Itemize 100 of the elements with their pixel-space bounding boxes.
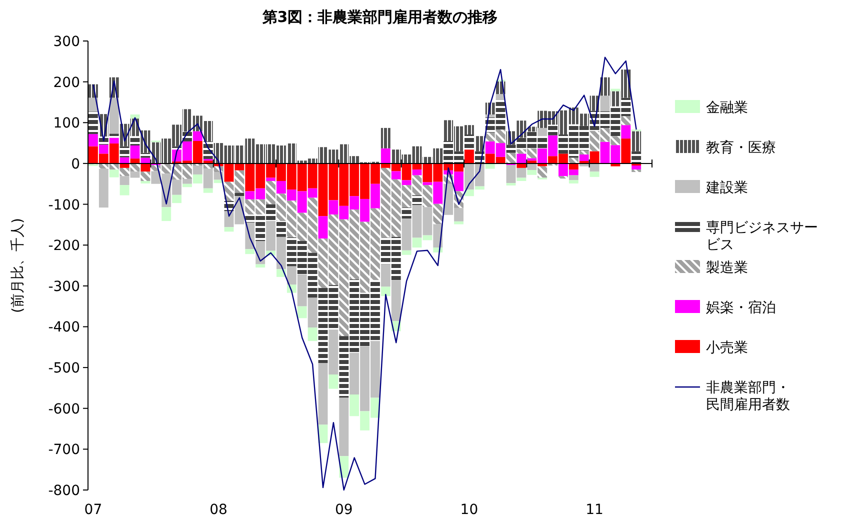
- bar: [318, 147, 328, 164]
- bar: [391, 150, 401, 164]
- bar: [151, 142, 161, 164]
- bar: [266, 181, 276, 204]
- bar: [339, 398, 349, 456]
- legend-label: 教育・医療: [706, 139, 776, 156]
- bar: [140, 152, 150, 158]
- bar: [245, 138, 255, 164]
- line-series: [92, 56, 637, 491]
- bar: [621, 116, 631, 126]
- bar: [308, 158, 318, 164]
- bar: [579, 150, 589, 154]
- bar: [464, 134, 474, 150]
- bar: [203, 121, 213, 142]
- bar: [464, 190, 474, 196]
- y-axis-title: (前月比、千人): [10, 218, 26, 313]
- bar: [454, 126, 464, 152]
- bar: [266, 144, 276, 164]
- bar: [339, 336, 349, 398]
- bar: [516, 149, 526, 154]
- y-tick-label: -600: [48, 401, 80, 418]
- bar: [590, 172, 600, 177]
- bar: [579, 154, 589, 162]
- bar: [391, 171, 401, 180]
- bar: [380, 168, 390, 238]
- bar: [276, 194, 286, 222]
- bar: [516, 138, 526, 150]
- legend-label: 製造業: [706, 260, 748, 276]
- bar: [318, 288, 328, 364]
- bar: [140, 163, 150, 172]
- bar: [192, 174, 202, 184]
- bar: [610, 136, 620, 146]
- bar: [538, 128, 548, 136]
- bar: [590, 130, 600, 152]
- bar: [120, 185, 130, 196]
- bar: [266, 178, 276, 182]
- bar: [214, 143, 224, 164]
- bar: [538, 166, 548, 178]
- bar: [256, 264, 266, 268]
- bar: [402, 154, 412, 164]
- x-tick-label: 07: [84, 502, 102, 518]
- bar: [120, 146, 130, 158]
- bar: [412, 175, 422, 196]
- y-tick-label: 200: [53, 74, 80, 91]
- bar: [621, 125, 631, 139]
- bar: [391, 236, 401, 280]
- bar: [350, 279, 360, 353]
- bar: [422, 185, 432, 208]
- y-tick-label: -200: [48, 238, 80, 254]
- bar: [412, 170, 422, 176]
- y-tick-label: -700: [48, 442, 80, 458]
- bar: [444, 141, 454, 164]
- bar: [256, 214, 266, 242]
- bar: [182, 184, 192, 188]
- bar: [350, 156, 360, 164]
- bar: [621, 138, 631, 164]
- bar: [568, 180, 578, 184]
- bar: [610, 106, 620, 136]
- y-tick-label: -500: [48, 360, 80, 377]
- bar: [422, 156, 432, 164]
- legend-label: 非農業部門・民間雇用者数: [706, 380, 790, 413]
- bar: [454, 221, 464, 224]
- legend-label: 小売業: [706, 340, 748, 356]
- bar: [245, 214, 255, 223]
- bar: [318, 238, 328, 288]
- bar: [120, 168, 130, 176]
- bar: [140, 172, 150, 182]
- bar: [88, 112, 98, 134]
- bar: [256, 199, 266, 214]
- bar: [558, 110, 568, 134]
- bar: [527, 170, 537, 175]
- bar: [350, 210, 360, 280]
- bar: [474, 186, 484, 190]
- bar: [109, 170, 119, 178]
- bar: [203, 188, 213, 193]
- bar: [485, 163, 495, 169]
- bar: [297, 306, 307, 318]
- legend-label: 専門ビジネスサービス: [706, 220, 818, 253]
- bar: [245, 249, 255, 254]
- bar: [496, 100, 506, 130]
- bar: [192, 131, 202, 142]
- bar: [538, 110, 548, 128]
- bar: [308, 252, 318, 298]
- y-tick-label: 0: [71, 156, 80, 172]
- bar: [308, 198, 318, 253]
- bar: [402, 208, 412, 219]
- y-tick-label: 300: [53, 34, 80, 50]
- bar: [380, 286, 390, 296]
- bar: [234, 170, 244, 193]
- bar: [360, 292, 370, 346]
- bar: [380, 128, 390, 148]
- bar: [182, 163, 192, 179]
- bar: [98, 163, 108, 169]
- bar: [380, 148, 390, 164]
- chart-title: 第3図：非農業部門雇用者数の推移: [261, 8, 498, 26]
- bar: [328, 214, 338, 286]
- legend-label: 娯楽・宿泊: [706, 300, 776, 316]
- bar: [632, 170, 642, 172]
- bar: [318, 216, 328, 239]
- bar: [109, 134, 119, 138]
